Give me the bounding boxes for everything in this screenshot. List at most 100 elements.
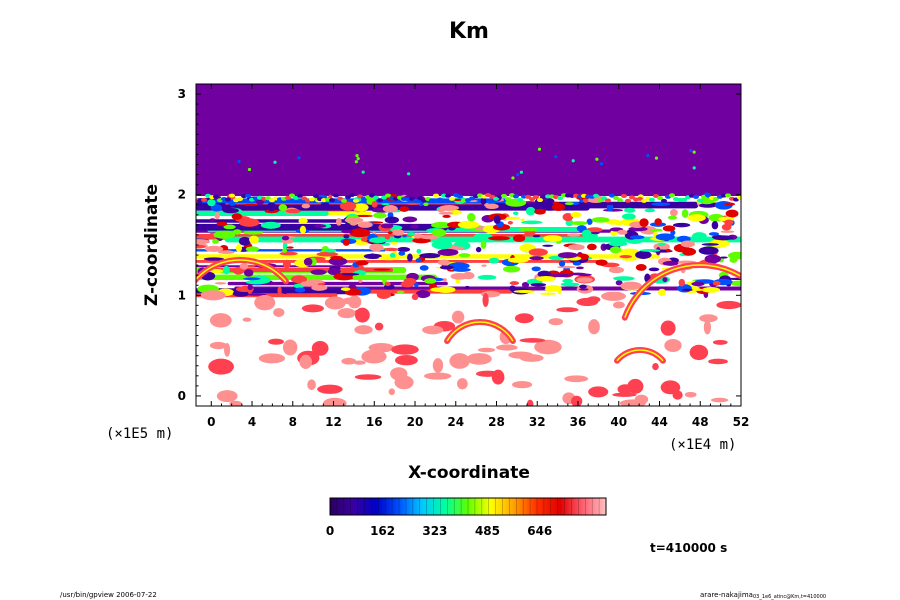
turbulent-blob	[724, 219, 734, 226]
boundary-blob	[285, 195, 291, 200]
boundary-blob	[457, 194, 463, 199]
turbulent-blob	[654, 218, 662, 226]
turbulent-blob	[528, 248, 548, 256]
turbulent-blob	[517, 227, 539, 232]
turbulent-blob	[240, 293, 249, 297]
turbulent-blob	[431, 228, 447, 237]
turbulent-blob	[339, 267, 355, 274]
turbulent-blob	[313, 224, 327, 228]
turbulent-blob	[316, 252, 339, 257]
boundary-blob	[385, 193, 391, 198]
turbulent-blob	[704, 254, 721, 264]
turbulent-blob	[341, 273, 360, 276]
turbulent-blob	[407, 232, 416, 236]
turbulent-blob	[557, 265, 576, 269]
boundary-blob	[429, 198, 435, 203]
turbulent-blob	[650, 228, 663, 232]
turbulent-blob	[467, 212, 476, 222]
turbulent-blob	[399, 206, 410, 212]
boundary-blob	[237, 197, 243, 202]
turbulent-blob	[662, 277, 668, 283]
lower-patch	[477, 347, 496, 353]
turbulent-blob	[277, 286, 282, 295]
turbulent-blob	[285, 208, 301, 214]
colorbar-bar	[329, 497, 607, 516]
lower-patch	[354, 307, 370, 323]
boundary-blob	[449, 196, 455, 201]
turbulent-blob	[670, 229, 676, 236]
turbulent-blob	[692, 232, 707, 240]
turbulent-blob	[530, 283, 547, 287]
turbulent-blob	[557, 252, 578, 259]
upper-speck	[297, 156, 301, 160]
turbulent-blob	[720, 230, 735, 233]
turbulent-blob	[310, 269, 327, 275]
x-tick-label: 36	[570, 415, 587, 429]
turbulent-blob	[513, 289, 536, 293]
turbulent-blob	[568, 272, 587, 276]
lower-patch	[556, 307, 579, 313]
colorbar-tick-label: 323	[422, 524, 447, 538]
turbulent-blob	[299, 225, 307, 234]
turbulent-blob	[529, 256, 544, 261]
boundary-blob	[533, 194, 539, 199]
boundary-blob	[681, 197, 687, 202]
turbulent-blob	[439, 265, 454, 270]
lower-patch	[311, 341, 329, 356]
turbulent-blob	[521, 282, 530, 288]
boundary-blob	[641, 198, 647, 203]
lower-patch	[689, 344, 709, 361]
x-tick-label: 0	[207, 415, 215, 429]
lower-patch	[423, 372, 452, 380]
turbulent-blob	[681, 209, 689, 218]
footer-right-main: arare-nakajima	[700, 591, 753, 599]
turbulent-blob	[243, 269, 254, 277]
turbulent-blob	[294, 287, 306, 293]
lower-patch	[368, 342, 395, 353]
lower-patch	[548, 318, 564, 326]
turbulent-blob	[586, 218, 593, 225]
turbulent-blob	[651, 202, 671, 207]
turbulent-blob	[324, 248, 337, 253]
colorbar-tick-label: 646	[527, 524, 552, 538]
upper-speck	[654, 156, 659, 160]
footer-left: /usr/bin/gpview 2006-07-22	[60, 591, 157, 599]
turbulent-blob	[410, 224, 419, 229]
turbulent-blob	[617, 229, 628, 235]
turbulent-blob	[222, 265, 230, 275]
lower-patch	[200, 290, 226, 301]
turbulent-blob	[682, 247, 697, 256]
turbulent-blob	[488, 236, 510, 241]
lower-patch	[588, 319, 600, 335]
turbulent-blob	[415, 290, 431, 299]
boundary-blob	[649, 197, 655, 202]
lower-patch	[395, 355, 418, 366]
boundary-blob	[625, 198, 631, 203]
turbulent-blob	[404, 202, 421, 205]
turbulent-blob	[222, 207, 239, 214]
turbulent-blob	[390, 241, 398, 245]
boundary-blob	[621, 194, 627, 199]
turbulent-blob	[430, 287, 447, 292]
lower-patch	[612, 392, 637, 397]
lower-patch	[337, 308, 356, 319]
turbulent-blob	[609, 246, 622, 254]
turbulent-blob	[423, 202, 429, 207]
turbulent-blob	[369, 243, 384, 252]
lower-patch	[449, 353, 470, 369]
turbulent-blob	[509, 281, 520, 286]
turbulent-blob	[232, 229, 242, 235]
turbulent-blob	[541, 286, 546, 290]
arc-feature-core	[196, 259, 287, 282]
lower-patch	[268, 338, 284, 345]
turbulent-blob	[455, 278, 461, 284]
upper-speck	[595, 157, 599, 161]
turbulent-blob	[667, 215, 678, 220]
turbulent-blob	[378, 256, 400, 261]
boundary-blob	[433, 193, 439, 198]
lower-patch	[432, 358, 444, 373]
boundary-blob	[609, 193, 615, 198]
turbulent-blob	[590, 231, 600, 235]
boundary-blob	[245, 193, 251, 198]
